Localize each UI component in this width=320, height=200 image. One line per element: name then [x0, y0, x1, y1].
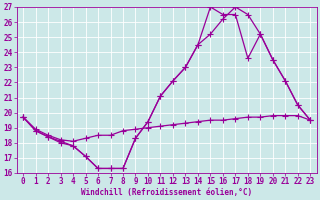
X-axis label: Windchill (Refroidissement éolien,°C): Windchill (Refroidissement éolien,°C) — [81, 188, 252, 197]
